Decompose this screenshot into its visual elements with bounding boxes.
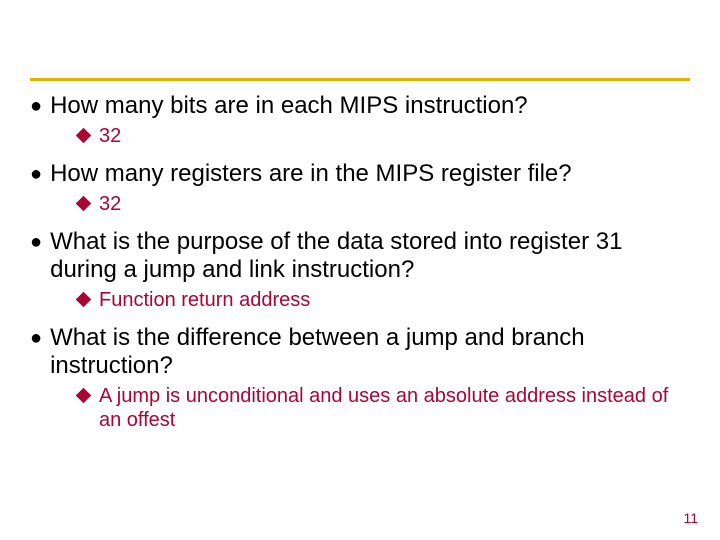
answer-item: 32	[78, 192, 690, 216]
horizontal-rule	[30, 78, 690, 81]
question-item: ● How many registers are in the MIPS reg…	[30, 160, 690, 188]
answer-item: 32	[78, 124, 690, 148]
diamond-icon	[76, 388, 92, 404]
question-text: How many registers are in the MIPS regis…	[50, 160, 572, 188]
diamond-icon	[76, 196, 92, 212]
page-number: 11	[683, 510, 698, 526]
question-item: ● What is the difference between a jump …	[30, 324, 690, 380]
question-text: What is the difference between a jump an…	[50, 324, 690, 380]
answer-text: 32	[99, 124, 121, 148]
answer-item: A jump is unconditional and uses an abso…	[78, 384, 690, 432]
question-text: How many bits are in each MIPS instructi…	[50, 92, 528, 120]
bullet-icon: ●	[30, 228, 42, 256]
slide-content: ● How many bits are in each MIPS instruc…	[30, 92, 690, 444]
question-text: What is the purpose of the data stored i…	[50, 228, 690, 284]
bullet-icon: ●	[30, 92, 42, 120]
answer-text: Function return address	[99, 288, 310, 312]
question-item: ● What is the purpose of the data stored…	[30, 228, 690, 284]
diamond-icon	[76, 292, 92, 308]
answer-text: A jump is unconditional and uses an abso…	[99, 384, 690, 432]
bullet-icon: ●	[30, 160, 42, 188]
diamond-icon	[76, 128, 92, 144]
question-item: ● How many bits are in each MIPS instruc…	[30, 92, 690, 120]
answer-item: Function return address	[78, 288, 690, 312]
answer-text: 32	[99, 192, 121, 216]
bullet-icon: ●	[30, 324, 42, 352]
